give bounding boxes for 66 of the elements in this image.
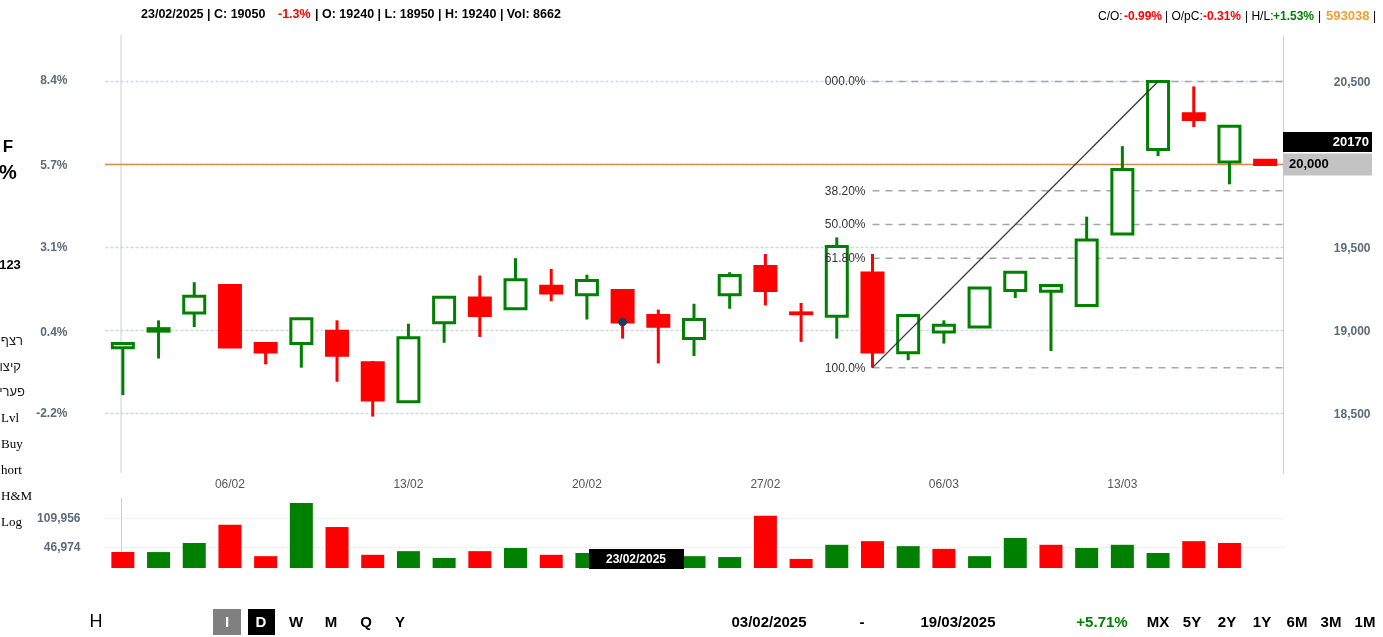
text: % [0,161,18,183]
text: | H/L: [1245,9,1274,23]
text: 1M [1354,613,1376,630]
x-tick-label: 06/02 [214,476,246,491]
text: 20170 [1332,134,1369,149]
text: MX [1146,613,1170,630]
text: D [255,613,267,630]
text: -1.3% [278,7,311,21]
y2-tick-label: 8.4% [40,73,68,88]
x-tick-label: 13/02 [393,476,424,491]
text: | [1373,9,1377,23]
x-tick-label: 06/03 [928,476,960,491]
text: | O/pC: [1165,9,1203,23]
text: 1Y [1252,613,1272,630]
text: 6M [1286,613,1308,630]
text: C/O: [1098,9,1123,23]
text: +1.53% [1273,9,1315,23]
text: H [89,611,103,631]
text: 23/02/2025 [141,7,204,21]
y-tick-label: 19,000 [1333,323,1371,338]
y2-tick-label: -2.2% [36,406,68,421]
text: F [2,137,14,156]
text: 03/02/2025 [731,613,807,630]
y-tick-label: 46,974 [43,540,81,555]
text: Y [394,613,406,630]
y-tick-label: 109,956 [37,511,81,526]
text: קיצו [0,359,21,374]
annotation: 38.20% [824,183,866,198]
text: +5.71% [1076,613,1128,630]
text: Log [1,514,23,529]
text: - [859,613,865,630]
text: 3M [1320,613,1342,630]
text: 593038 [1326,8,1370,23]
text: M [324,613,338,630]
text: hort [1,462,23,477]
x-tick-label: 27/02 [750,476,781,491]
text: Lvl [1,410,20,425]
text: W [288,613,304,630]
annotation: 000.0% [824,74,866,89]
text: I [224,613,230,630]
y2-tick-label: 3.1% [40,239,68,254]
text: 5Y [1182,613,1202,630]
text: | [1318,9,1322,23]
ref-line-label: 20,000 [1289,156,1329,172]
text: פערי [0,384,26,399]
text: 123 [0,257,21,272]
y2-tick-label: 0.4% [40,324,68,339]
x-tick-label: 20/02 [571,476,603,491]
text: רצף [0,333,23,348]
text: Buy [1,436,24,451]
text: | C: 19050 [207,7,266,21]
text: 19/03/2025 [920,613,996,630]
y-tick-label: 19,500 [1333,240,1371,255]
text: 2Y [1217,613,1237,630]
x-tick-label: 13/03 [1107,476,1138,491]
y-tick-label: 20,500 [1333,74,1371,89]
text: | O: 19240 | L: 18950 | H: 19240 | Vol: 8662 [315,7,561,21]
y2-tick-label: 5.7% [40,158,68,173]
text: Q [360,613,373,630]
y-tick-label: 18,500 [1333,406,1371,421]
annotation: 23/02/2025 [605,552,667,566]
text: -0.99% [1124,9,1163,23]
text: -0.31% [1203,9,1242,23]
annotation: 50.00% [824,217,866,232]
text: H&M [1,488,33,503]
annotation: 100.0% [824,360,866,375]
